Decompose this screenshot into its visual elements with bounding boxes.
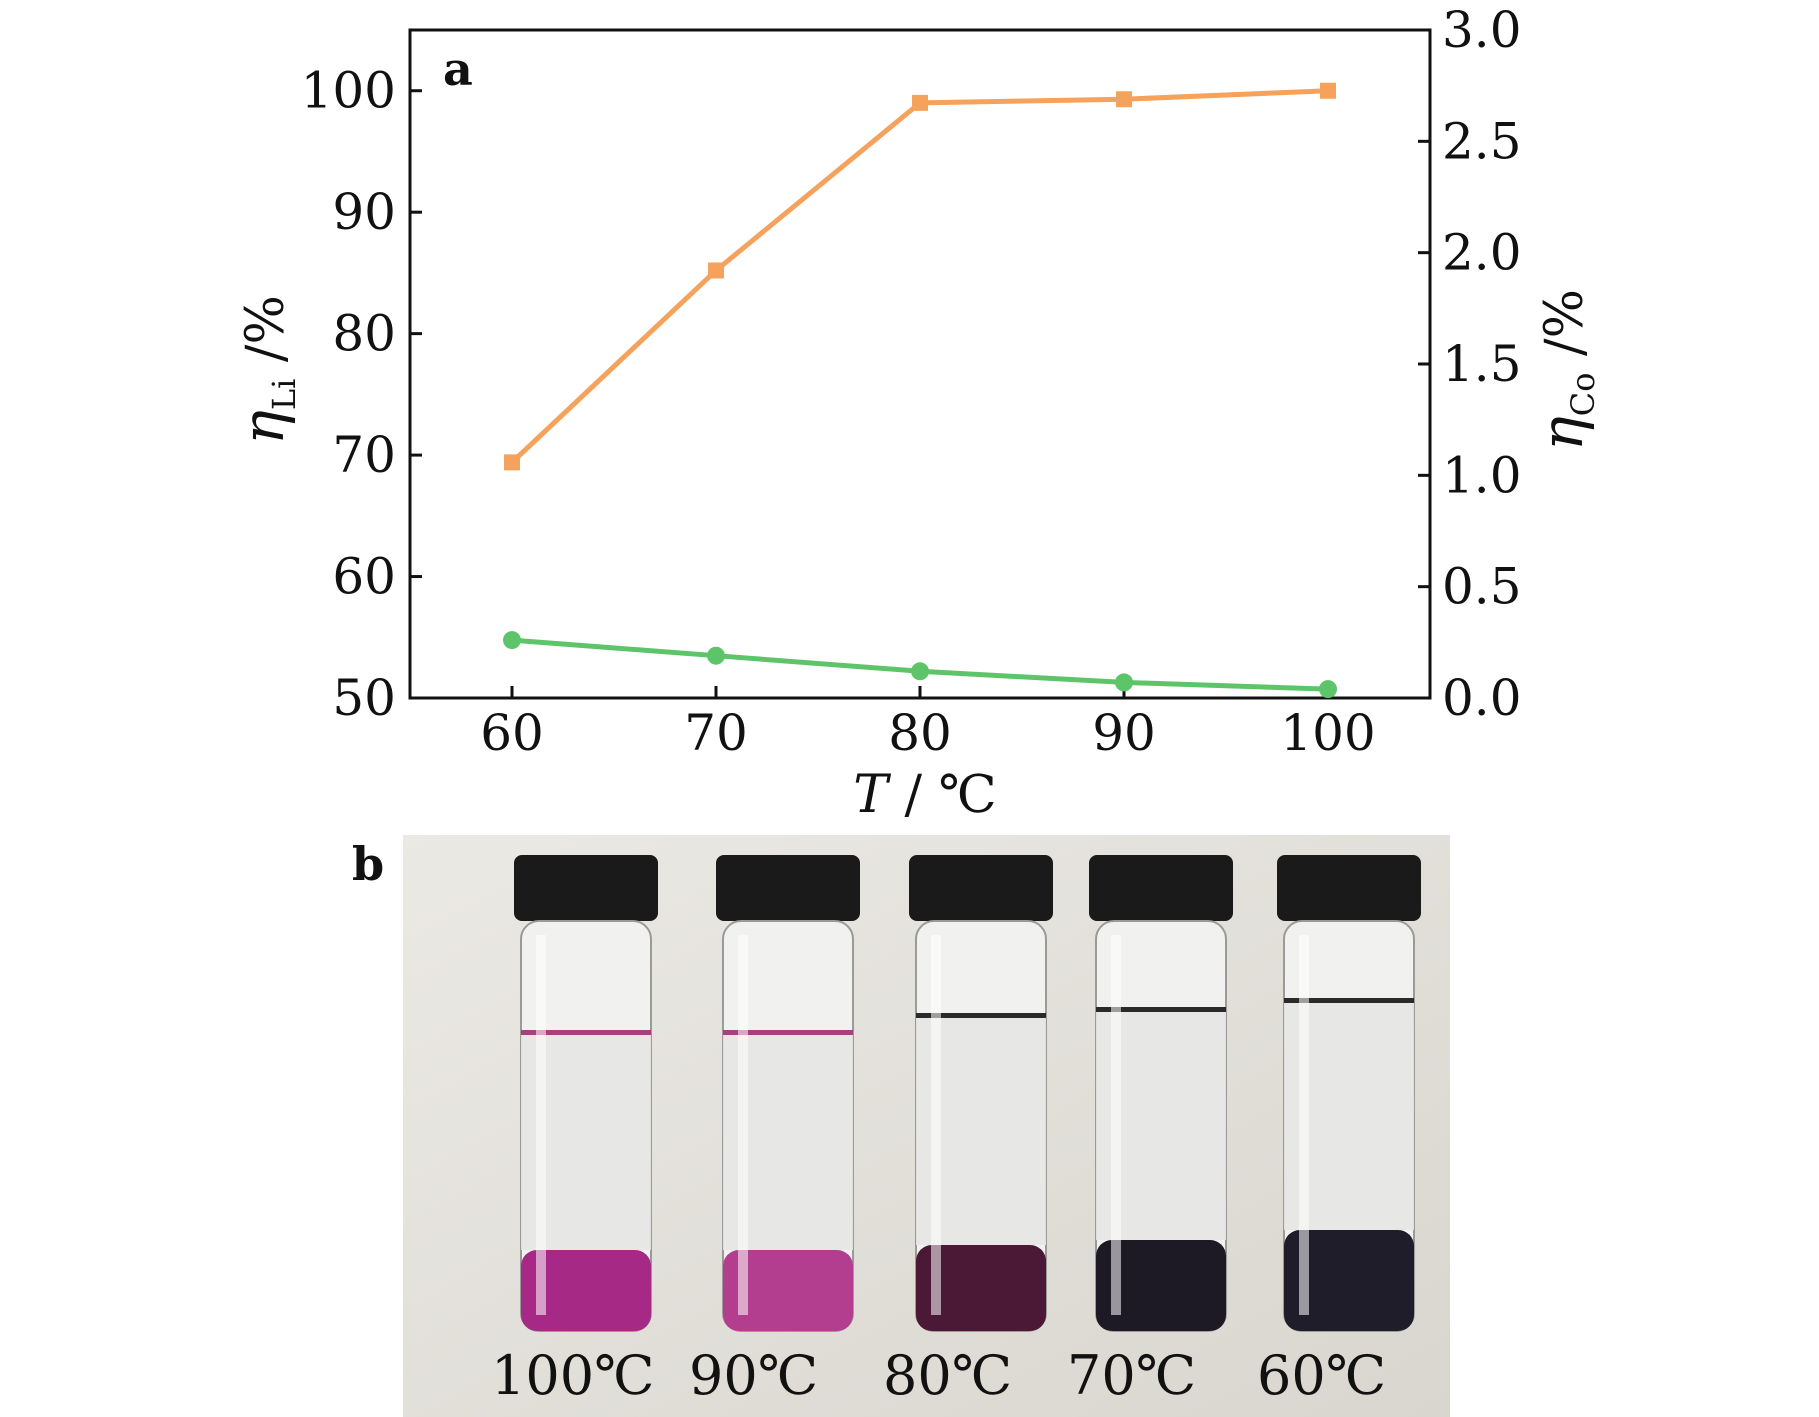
vial-interface bbox=[521, 1030, 651, 1035]
x-axis-title: T / ℃ bbox=[853, 765, 996, 825]
panel-label-a: a bbox=[443, 42, 473, 96]
x-tick-label: 60 bbox=[480, 704, 544, 762]
y-left-tick-label: 80 bbox=[332, 305, 396, 363]
vial-label-80: 80℃ bbox=[883, 1344, 1013, 1407]
series-point-circle bbox=[503, 631, 521, 650]
vial-highlight bbox=[1299, 935, 1309, 1315]
svg-text:ηCo /%: ηCo /% bbox=[1528, 289, 1602, 451]
x-axis-title-unit: / ℃ bbox=[888, 765, 997, 825]
vial-highlight bbox=[738, 935, 748, 1315]
y-axis-left-title: ηLi /% bbox=[229, 295, 303, 445]
y-axis-right-title: ηCo /% bbox=[1528, 289, 1602, 451]
series-point-square bbox=[912, 94, 928, 111]
y-left-title-sub: Li bbox=[265, 379, 303, 410]
series-point-circle bbox=[911, 662, 929, 681]
y-right-tick-label: 2.5 bbox=[1442, 112, 1522, 170]
vial-cap bbox=[1277, 855, 1421, 921]
chart-panel-a: a 60 70 80 90 100 50 60 70 80 90 100 0.0 0.5 1.0 1.5 2.… bbox=[229, 1, 1602, 825]
x-tick-label: 70 bbox=[684, 704, 748, 762]
y-right-tick-label: 2.0 bbox=[1442, 224, 1522, 282]
svg-text:T / ℃: T / ℃ bbox=[853, 765, 996, 825]
vial bbox=[514, 855, 658, 1332]
vial-label-70: 70℃ bbox=[1067, 1344, 1197, 1407]
vial-liquid bbox=[1096, 1240, 1226, 1331]
series-point-circle bbox=[707, 646, 725, 665]
y-right-title-eta: η bbox=[1528, 416, 1596, 451]
y-left-tick-label: 60 bbox=[332, 548, 396, 606]
series-point-square bbox=[1116, 91, 1132, 108]
vial-highlight bbox=[931, 935, 941, 1315]
vial-interface bbox=[916, 1013, 1046, 1018]
vial-liquid bbox=[521, 1250, 651, 1331]
vials-photo: 100℃ 90℃ 80℃ 70℃ 60℃ bbox=[403, 835, 1450, 1417]
vial-label-60: 60℃ bbox=[1257, 1344, 1387, 1407]
y-left-title-unit: /% bbox=[236, 295, 296, 378]
vial-highlight bbox=[1111, 935, 1121, 1315]
vial-liquid bbox=[1284, 1230, 1414, 1331]
vial-cap bbox=[716, 855, 860, 921]
y-left-tick-label: 70 bbox=[332, 426, 396, 484]
vial-liquid bbox=[916, 1245, 1046, 1331]
vial-label-90: 90℃ bbox=[689, 1344, 819, 1407]
y-left-tick-label: 100 bbox=[301, 62, 396, 120]
axis-ticks: 60 70 80 90 100 50 60 70 80 90 100 0.0 0.5 1.0 1.5 2.0 2… bbox=[301, 1, 1522, 762]
x-tick-label: 90 bbox=[1092, 704, 1156, 762]
vial-interface bbox=[1096, 1007, 1226, 1012]
series-point-square bbox=[504, 454, 520, 471]
y-right-tick-label: 3.0 bbox=[1442, 1, 1522, 59]
y-left-title-eta: η bbox=[229, 410, 297, 445]
vial-interface bbox=[1284, 998, 1414, 1003]
y-right-title-unit: /% bbox=[1535, 289, 1595, 372]
y-right-tick-label: 1.5 bbox=[1442, 335, 1522, 393]
y-right-tick-label: 0.5 bbox=[1442, 558, 1522, 616]
vial-highlight bbox=[536, 935, 546, 1315]
y-right-tick-label: 1.0 bbox=[1442, 446, 1522, 504]
vial-interface bbox=[723, 1030, 853, 1035]
y-left-tick-label: 90 bbox=[332, 183, 396, 241]
y-left-tick-label: 50 bbox=[332, 669, 396, 727]
vial-liquid bbox=[723, 1250, 853, 1331]
vial-cap bbox=[909, 855, 1053, 921]
vial-cap bbox=[514, 855, 658, 921]
vial bbox=[1277, 855, 1421, 1332]
panel-label-b: b bbox=[352, 837, 384, 891]
y-right-title-sub: Co bbox=[1564, 372, 1602, 416]
x-axis-title-var: T bbox=[853, 765, 891, 825]
vial bbox=[1089, 855, 1233, 1332]
vial bbox=[909, 855, 1053, 1332]
series-point-square bbox=[708, 262, 724, 279]
y-right-tick-label: 0.0 bbox=[1442, 669, 1522, 727]
vial bbox=[716, 855, 860, 1332]
series-point-square bbox=[1320, 82, 1336, 99]
vials-illustration bbox=[403, 835, 1450, 1417]
x-tick-label: 80 bbox=[888, 704, 952, 762]
vial-label-100: 100℃ bbox=[491, 1344, 655, 1407]
series-point-circle bbox=[1115, 673, 1133, 692]
vial-cap bbox=[1089, 855, 1233, 921]
series-layer bbox=[503, 82, 1337, 699]
x-tick-label: 100 bbox=[1280, 704, 1375, 762]
series-point-circle bbox=[1319, 680, 1337, 699]
svg-text:ηLi /%: ηLi /% bbox=[229, 295, 303, 445]
